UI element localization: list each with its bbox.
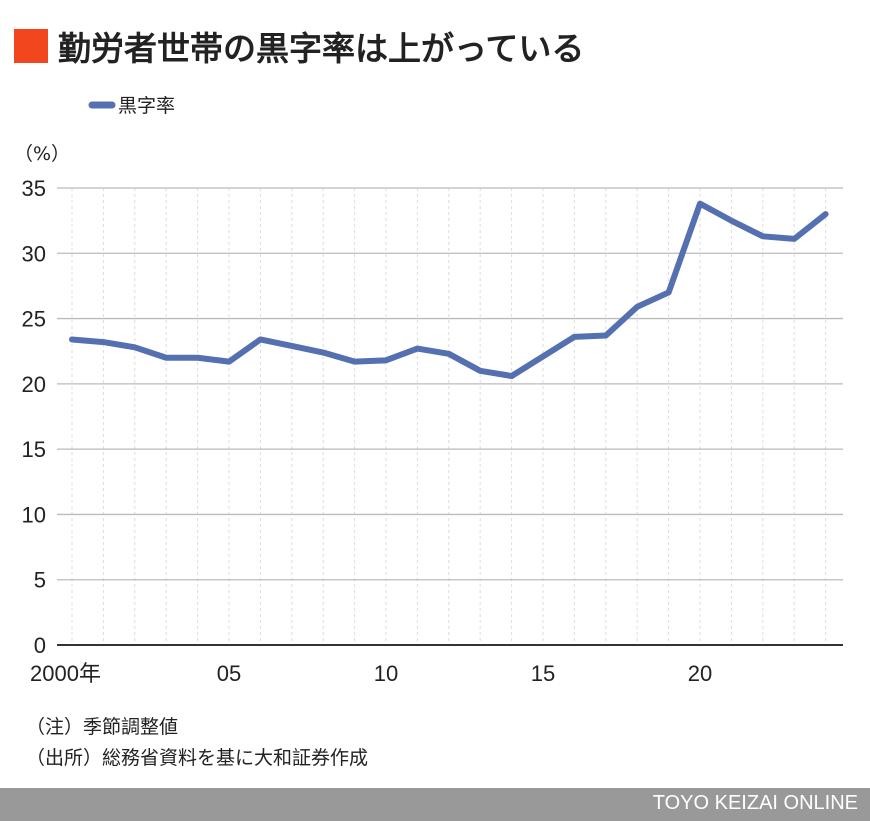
y-tick-label: 10 <box>22 502 46 527</box>
y-tick-label: 20 <box>22 372 46 397</box>
title-marker-icon <box>14 29 48 63</box>
y-tick-label: 35 <box>22 176 46 201</box>
y-tick-label: 15 <box>22 437 46 462</box>
legend-label: 黒字率 <box>118 95 175 117</box>
y-tick-label: 5 <box>34 568 46 593</box>
chart-title-wrap: 勤労者世帯の黒字率は上がっている <box>14 22 584 70</box>
x-tick-label: 05 <box>217 661 241 686</box>
x-tick-label: 20 <box>688 661 712 686</box>
x-tick-label: 10 <box>374 661 398 686</box>
note-text: （注）季節調整値 <box>26 716 179 738</box>
source-text: （出所）総務省資料を基に大和証券作成 <box>26 747 369 769</box>
x-tick-label: 2000年 <box>30 661 101 686</box>
y-tick-label: 0 <box>34 633 46 658</box>
footer-bar: TOYO KEIZAI ONLINE <box>0 788 870 821</box>
footer-brand: TOYO KEIZAI ONLINE <box>652 792 858 814</box>
x-tick-label: 15 <box>531 661 555 686</box>
y-tick-label: 25 <box>22 307 46 332</box>
y-axis-unit: （%） <box>14 143 70 165</box>
chart-title: 勤労者世帯の黒字率は上がっている <box>58 29 585 68</box>
y-tick-label: 30 <box>22 241 46 266</box>
